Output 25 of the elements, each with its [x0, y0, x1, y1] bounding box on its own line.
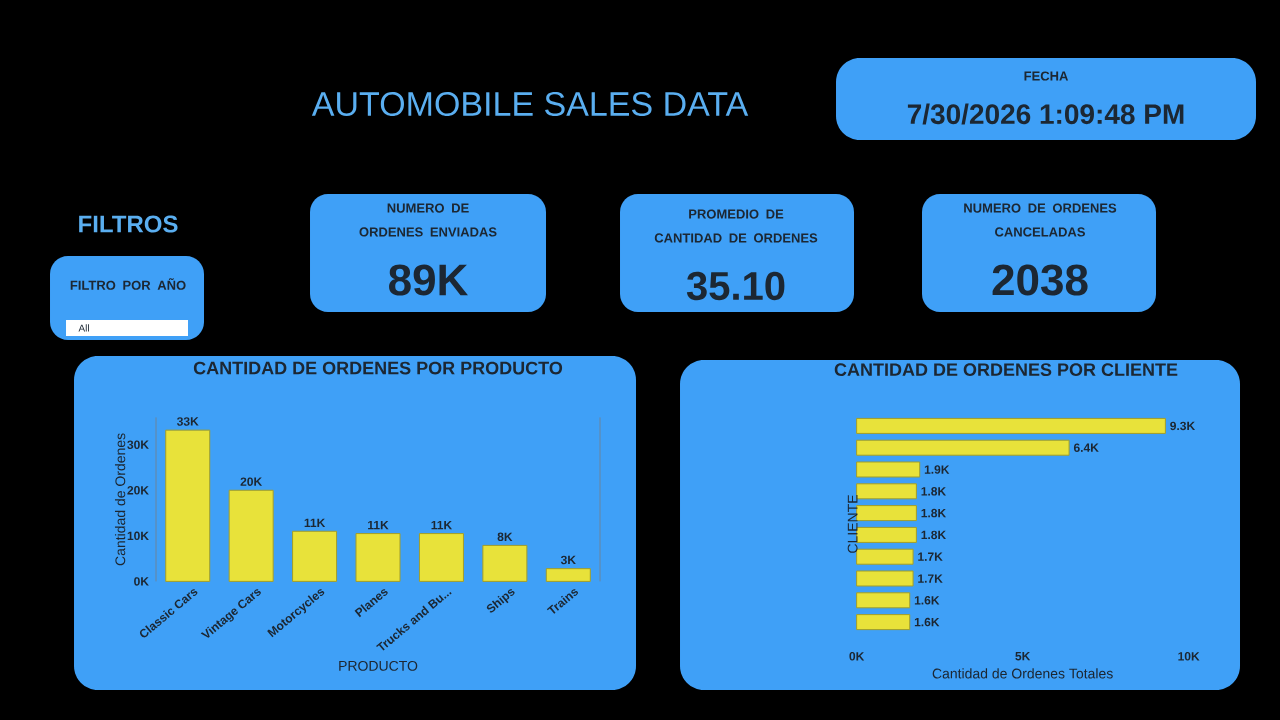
bar — [355, 533, 401, 582]
bar — [545, 568, 591, 582]
chart-title: CANTIDAD DE ORDENES POR PRODUCTO — [193, 361, 563, 375]
bar — [856, 570, 914, 587]
bar — [856, 439, 1070, 456]
text: FILTROS — [79, 215, 178, 233]
bar — [856, 526, 917, 543]
bar — [418, 533, 464, 582]
bar — [165, 429, 211, 582]
text: 2038 — [992, 264, 1088, 296]
text: AUTOMOBILE SALES DATA — [311, 91, 749, 117]
bar — [856, 548, 914, 565]
bar — [228, 489, 274, 582]
bar — [856, 614, 911, 631]
text: 35.10 — [686, 271, 785, 301]
bar — [856, 592, 911, 609]
bar — [856, 483, 917, 500]
bar — [856, 417, 1166, 434]
chart-title: CANTIDAD DE ORDENES POR CLIENTE — [834, 363, 1178, 377]
bar — [482, 544, 528, 582]
text: 89K — [389, 264, 468, 296]
bar — [856, 461, 921, 478]
bar — [856, 505, 917, 522]
bar — [292, 530, 338, 582]
text: 7/30/2026 1:09:48 PM — [907, 103, 1184, 125]
